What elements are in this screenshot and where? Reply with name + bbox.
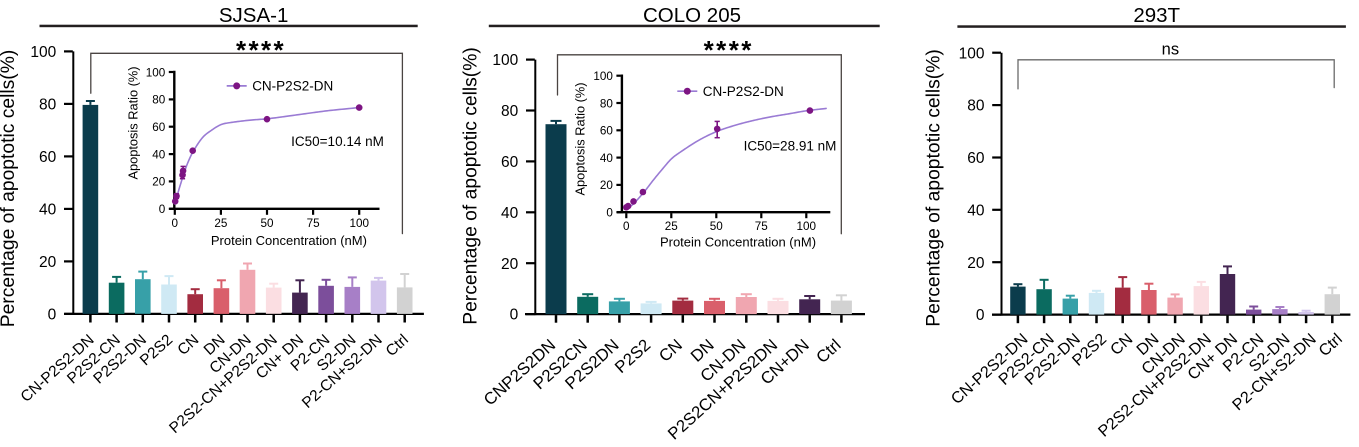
svg-text:100: 100 bbox=[959, 45, 985, 62]
svg-text:SJSA-1: SJSA-1 bbox=[219, 4, 289, 27]
svg-text:100: 100 bbox=[797, 220, 817, 233]
svg-text:CN-P2S2-DN: CN-P2S2-DN bbox=[703, 84, 784, 99]
svg-text:Ctrl: Ctrl bbox=[1315, 330, 1346, 360]
svg-text:80: 80 bbox=[152, 94, 166, 107]
svg-text:20: 20 bbox=[967, 255, 985, 272]
svg-text:60: 60 bbox=[152, 121, 166, 134]
svg-text:CN-P2S2-DN: CN-P2S2-DN bbox=[252, 79, 333, 94]
svg-text:80: 80 bbox=[39, 97, 57, 114]
svg-text:CN: CN bbox=[655, 335, 686, 365]
svg-text:60: 60 bbox=[39, 149, 57, 166]
svg-text:CN: CN bbox=[174, 331, 202, 359]
svg-text:60: 60 bbox=[967, 150, 985, 167]
svg-text:80: 80 bbox=[967, 98, 985, 115]
svg-text:0: 0 bbox=[159, 203, 166, 216]
svg-text:0: 0 bbox=[976, 307, 985, 324]
svg-text:100: 100 bbox=[593, 70, 613, 83]
svg-text:****: **** bbox=[704, 35, 754, 65]
svg-text:40: 40 bbox=[967, 202, 985, 219]
svg-text:20: 20 bbox=[39, 254, 57, 271]
svg-text:100: 100 bbox=[492, 52, 518, 69]
svg-text:60: 60 bbox=[600, 125, 614, 138]
svg-text:40: 40 bbox=[501, 205, 519, 222]
svg-text:293T: 293T bbox=[1133, 4, 1180, 27]
svg-text:0: 0 bbox=[623, 220, 630, 233]
svg-text:ns: ns bbox=[1162, 41, 1179, 59]
svg-text:0: 0 bbox=[510, 307, 519, 324]
svg-text:100: 100 bbox=[30, 44, 56, 61]
svg-text:COLO 205: COLO 205 bbox=[643, 4, 741, 27]
svg-text:Ctrl: Ctrl bbox=[383, 331, 412, 360]
svg-text:P2S2: P2S2 bbox=[611, 335, 654, 377]
svg-text:60: 60 bbox=[501, 154, 519, 171]
svg-text:CN: CN bbox=[1107, 330, 1136, 359]
svg-text:100: 100 bbox=[349, 217, 369, 230]
svg-text:100: 100 bbox=[146, 66, 166, 79]
svg-text:40: 40 bbox=[152, 148, 166, 161]
svg-text:50: 50 bbox=[710, 220, 724, 233]
svg-text:IC50=10.14 nM: IC50=10.14 nM bbox=[291, 134, 384, 149]
svg-text:20: 20 bbox=[152, 176, 166, 189]
svg-text:Apoptosis Ratio (%): Apoptosis Ratio (%) bbox=[126, 66, 141, 179]
svg-text:Apoptosis Ratio (%): Apoptosis Ratio (%) bbox=[573, 82, 588, 195]
svg-text:Percentage of apoptotic cells(: Percentage of apoptotic cells(%) bbox=[0, 50, 19, 328]
svg-text:80: 80 bbox=[600, 97, 614, 110]
svg-text:Percentage of apoptotic cells(: Percentage of apoptotic cells(%) bbox=[461, 47, 482, 325]
svg-text:Ctrl: Ctrl bbox=[812, 335, 844, 367]
svg-text:40: 40 bbox=[39, 202, 57, 219]
svg-text:40: 40 bbox=[600, 152, 614, 165]
svg-text:75: 75 bbox=[307, 217, 321, 230]
svg-text:25: 25 bbox=[214, 217, 228, 230]
svg-text:50: 50 bbox=[260, 217, 274, 230]
svg-text:0: 0 bbox=[606, 207, 613, 220]
svg-text:Protein Concentration (nM): Protein Concentration (nM) bbox=[211, 233, 367, 248]
svg-text:0: 0 bbox=[172, 217, 179, 230]
svg-text:75: 75 bbox=[755, 220, 769, 233]
svg-text:20: 20 bbox=[600, 179, 614, 192]
svg-text:IC50=28.91 nM: IC50=28.91 nM bbox=[744, 139, 837, 154]
svg-text:Percentage of apoptotic cells(: Percentage of apoptotic cells(%) bbox=[924, 49, 945, 327]
svg-text:25: 25 bbox=[665, 220, 679, 233]
svg-text:0: 0 bbox=[48, 307, 57, 324]
svg-text:****: **** bbox=[236, 35, 286, 65]
svg-text:Protein Concentration (nM): Protein Concentration (nM) bbox=[660, 235, 816, 250]
svg-text:80: 80 bbox=[501, 103, 519, 120]
svg-text:20: 20 bbox=[501, 256, 519, 273]
